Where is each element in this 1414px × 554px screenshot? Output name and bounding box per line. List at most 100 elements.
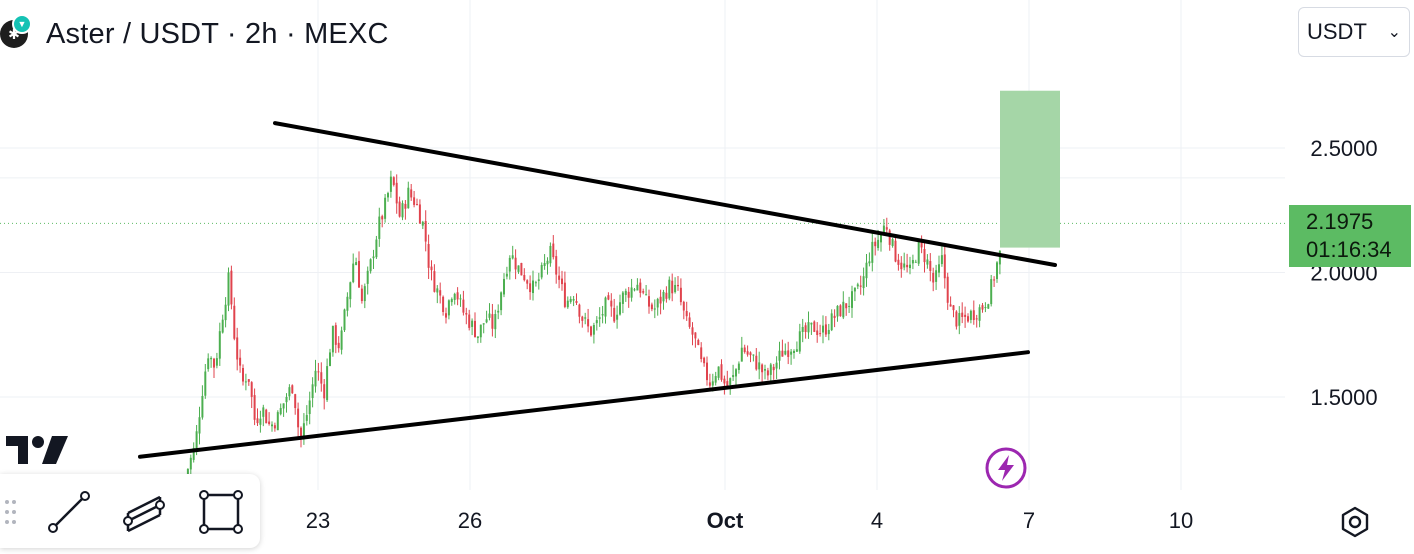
target-zone bbox=[1000, 90, 1060, 248]
candle bbox=[653, 299, 656, 319]
candle bbox=[793, 349, 795, 359]
candle bbox=[830, 309, 833, 332]
candle bbox=[369, 258, 372, 274]
candle bbox=[958, 306, 961, 335]
candle bbox=[824, 316, 827, 337]
current-price-value: 2.1975 bbox=[1306, 209, 1374, 234]
candle bbox=[726, 370, 729, 388]
candle bbox=[418, 199, 421, 224]
candle bbox=[871, 231, 874, 272]
trend-line-tool-icon[interactable] bbox=[44, 487, 94, 537]
time-tick-label: 7 bbox=[1023, 508, 1035, 533]
candle bbox=[352, 253, 355, 284]
candle bbox=[616, 305, 619, 329]
candle bbox=[236, 327, 239, 371]
target-zone-box[interactable] bbox=[1000, 90, 1060, 248]
candle bbox=[436, 285, 439, 304]
candle bbox=[447, 299, 450, 320]
flash-icon[interactable] bbox=[984, 446, 1028, 490]
candle bbox=[482, 323, 485, 334]
candle bbox=[964, 306, 967, 328]
rectangle-tool-icon[interactable] bbox=[196, 487, 246, 537]
candle bbox=[323, 378, 326, 410]
candle bbox=[694, 332, 697, 348]
time-axis[interactable]: 23 26 Oct 4 7 10 bbox=[306, 508, 1193, 533]
candle bbox=[471, 318, 474, 336]
candle bbox=[990, 274, 993, 307]
price-tick-label: 1.5000 bbox=[1310, 385, 1377, 410]
aster-coin-icon: ✱ ▼ bbox=[0, 14, 32, 48]
chevron-down-icon: ⌄ bbox=[1387, 24, 1401, 41]
candle bbox=[242, 364, 244, 386]
candle bbox=[810, 322, 813, 335]
candle bbox=[813, 320, 816, 333]
candle bbox=[949, 296, 952, 307]
drag-handle-icon[interactable] bbox=[4, 498, 18, 526]
candle bbox=[462, 290, 465, 316]
candle bbox=[674, 277, 677, 294]
candle bbox=[984, 302, 987, 313]
candle bbox=[798, 323, 801, 354]
candle bbox=[740, 336, 743, 362]
settings-gear-icon[interactable] bbox=[1338, 505, 1372, 539]
candle bbox=[668, 276, 671, 301]
candle bbox=[656, 297, 659, 316]
candle bbox=[407, 181, 410, 209]
candle bbox=[563, 271, 566, 309]
candle bbox=[259, 410, 262, 433]
candle bbox=[993, 276, 996, 287]
candle bbox=[555, 249, 558, 284]
candle bbox=[587, 308, 590, 333]
candle bbox=[497, 304, 500, 320]
candle bbox=[561, 270, 563, 291]
candle bbox=[375, 235, 378, 259]
symbol-title[interactable]: Aster / USDT · 2h · MEXC bbox=[46, 17, 389, 50]
tradingview-logo-icon[interactable] bbox=[6, 436, 68, 466]
symbol-header[interactable]: ✱ ▼ Aster / USDT · 2h · MEXC bbox=[0, 14, 389, 54]
candle bbox=[230, 265, 233, 310]
candle bbox=[801, 318, 804, 343]
candle bbox=[755, 348, 758, 371]
candle bbox=[688, 312, 691, 329]
candle bbox=[198, 406, 201, 445]
candle bbox=[975, 314, 978, 328]
candle bbox=[317, 362, 320, 381]
trendline-upper[interactable] bbox=[273, 121, 1057, 268]
candle bbox=[404, 200, 407, 220]
candle bbox=[334, 322, 337, 354]
candle bbox=[413, 190, 416, 208]
candle bbox=[697, 338, 700, 346]
candle bbox=[978, 304, 981, 328]
chart-grid bbox=[0, 0, 1285, 490]
candle bbox=[772, 363, 775, 380]
time-tick-label: Oct bbox=[707, 508, 744, 533]
candle bbox=[320, 362, 323, 392]
candle bbox=[682, 300, 685, 320]
candle bbox=[474, 312, 476, 338]
candle bbox=[897, 253, 900, 271]
trendline-lower[interactable] bbox=[138, 350, 1030, 459]
candle bbox=[746, 345, 749, 357]
candle bbox=[575, 293, 578, 305]
candle bbox=[314, 359, 317, 393]
candle bbox=[775, 356, 778, 380]
candle bbox=[613, 298, 616, 323]
candle bbox=[827, 323, 830, 341]
candle bbox=[595, 316, 598, 331]
candle bbox=[239, 349, 242, 373]
candle bbox=[337, 336, 340, 353]
candle bbox=[935, 264, 938, 290]
currency-select[interactable]: USDT ⌄ bbox=[1298, 7, 1410, 57]
parallel-channel-tool-icon[interactable] bbox=[120, 487, 170, 537]
candle bbox=[439, 282, 442, 304]
candle bbox=[430, 260, 433, 281]
candle bbox=[503, 273, 505, 298]
candle bbox=[665, 286, 668, 303]
candle bbox=[256, 408, 259, 427]
candle bbox=[642, 288, 645, 295]
candle bbox=[543, 254, 546, 270]
candle bbox=[853, 287, 856, 301]
candle bbox=[569, 296, 572, 304]
